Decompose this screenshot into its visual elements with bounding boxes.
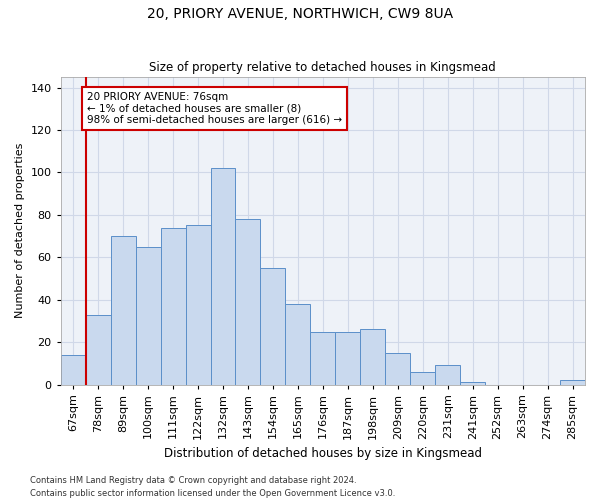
Bar [286,304,310,384]
Bar [235,219,260,384]
Text: 20 PRIORY AVENUE: 76sqm
← 1% of detached houses are smaller (8)
98% of semi-deta: 20 PRIORY AVENUE: 76sqm ← 1% of detached… [87,92,342,125]
Bar [185,226,211,384]
Bar [110,236,136,384]
Bar [61,355,86,384]
Bar [335,332,361,384]
Bar [260,268,286,384]
X-axis label: Distribution of detached houses by size in Kingsmead: Distribution of detached houses by size … [164,447,482,460]
Bar [310,332,335,384]
Y-axis label: Number of detached properties: Number of detached properties [15,143,25,318]
Bar [435,366,460,384]
Bar [560,380,585,384]
Bar [161,228,185,384]
Bar [211,168,235,384]
Bar [410,372,435,384]
Text: 20, PRIORY AVENUE, NORTHWICH, CW9 8UA: 20, PRIORY AVENUE, NORTHWICH, CW9 8UA [147,8,453,22]
Title: Size of property relative to detached houses in Kingsmead: Size of property relative to detached ho… [149,62,496,74]
Bar [361,330,385,384]
Bar [136,246,161,384]
Bar [86,314,110,384]
Bar [385,352,410,384]
Bar [460,382,485,384]
Text: Contains HM Land Registry data © Crown copyright and database right 2024.
Contai: Contains HM Land Registry data © Crown c… [30,476,395,498]
